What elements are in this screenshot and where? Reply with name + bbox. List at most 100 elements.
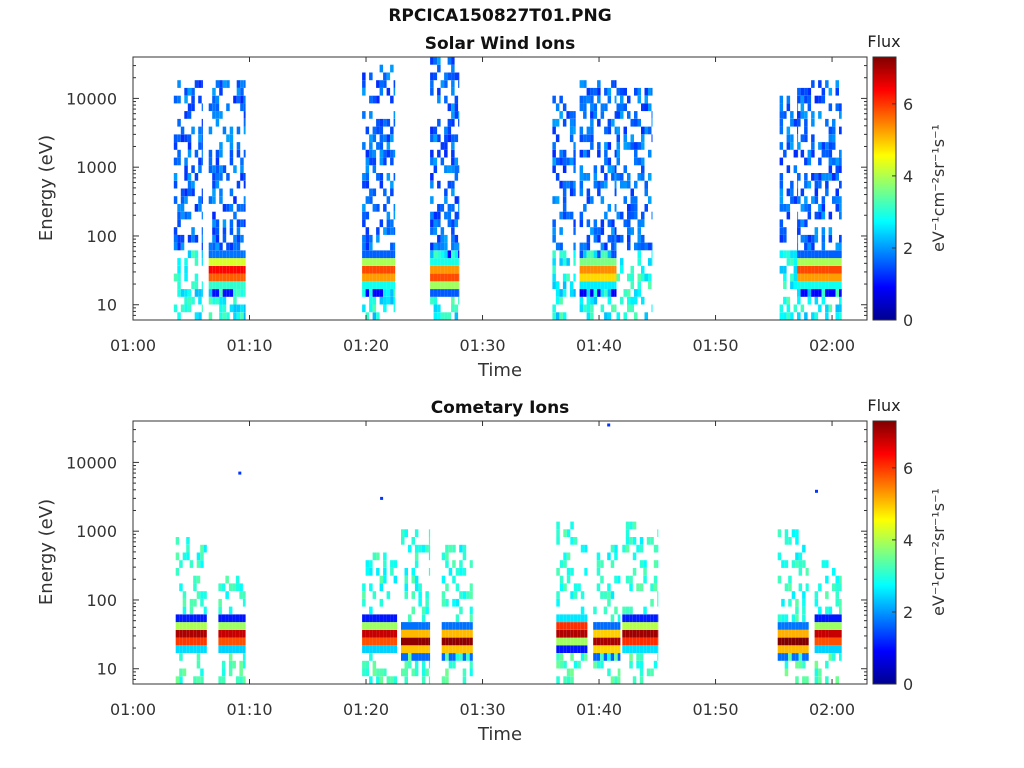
spectrogram-cell	[182, 614, 187, 623]
spectrogram-cell	[839, 111, 842, 119]
spectrogram-cell	[828, 173, 833, 181]
spectrogram-cell	[821, 622, 826, 630]
spectrogram-cell	[611, 227, 615, 235]
spectrogram-cell	[821, 258, 826, 266]
spectrogram-cell	[372, 149, 377, 158]
spectrogram-cell	[657, 544, 659, 553]
spectrogram-cell	[440, 289, 445, 297]
spectrogram-cell	[629, 622, 633, 630]
spectrogram-cell	[451, 111, 455, 119]
spectrogram-cell	[797, 258, 801, 266]
spectrogram-cell	[805, 583, 809, 592]
spectrogram-cell	[243, 258, 246, 266]
spectrogram-cell	[614, 552, 618, 561]
spectrogram-cell	[607, 258, 612, 266]
spectrogram-cell	[233, 312, 237, 320]
spectrogram-cell	[215, 149, 220, 158]
spectrogram-cell	[401, 645, 405, 653]
colorbar-unit: eV⁻¹cm⁻²sr⁻¹s⁻¹	[929, 124, 948, 252]
spectrogram-cell	[393, 204, 396, 212]
spectrogram-cell	[212, 173, 216, 181]
spectrogram-cell	[212, 180, 216, 189]
spectrogram-cell	[637, 289, 641, 297]
spectrogram-cell	[573, 614, 578, 623]
spectrogram-cell	[781, 637, 785, 646]
spectrogram-cell	[433, 219, 438, 228]
spectrogram-cell	[555, 103, 560, 112]
spectrogram-cell	[193, 637, 197, 646]
spectrogram-cell	[586, 126, 591, 135]
spectrogram-cell	[614, 676, 618, 684]
spectrogram-cell	[193, 583, 197, 592]
spectrogram-cell	[600, 289, 605, 297]
spectrogram-cell	[182, 598, 187, 607]
spectrogram-cell	[790, 273, 794, 282]
spectrogram-cell	[222, 265, 227, 274]
spectrogram-cell	[586, 134, 591, 143]
spectrogram-cell	[187, 173, 192, 181]
spectrogram-cell	[365, 180, 370, 189]
y-tick-label: 10	[97, 296, 117, 315]
spectrogram-cell	[616, 173, 620, 181]
spectrogram-cell	[797, 312, 801, 320]
spectrogram-cell	[828, 126, 833, 135]
spectrogram-cell	[430, 227, 434, 235]
spectrogram-cell	[236, 142, 241, 150]
spectrogram-cell	[814, 281, 819, 289]
spectrogram-cell	[800, 281, 805, 289]
spectrogram-cell	[208, 250, 213, 259]
spectrogram-cell	[177, 118, 181, 127]
spectrogram-cell	[828, 606, 833, 615]
spectrogram-cell	[452, 645, 456, 653]
spectrogram-cell	[835, 173, 839, 181]
spectrogram-cell	[802, 598, 806, 607]
spectrogram-cell	[632, 676, 637, 684]
spectrogram-cell	[630, 273, 634, 282]
spectrogram-cell	[604, 258, 608, 266]
spectrogram-cell	[383, 118, 387, 127]
spectrogram-cell	[182, 552, 187, 561]
spectrogram-cell	[650, 614, 654, 623]
spectrogram-cell	[414, 622, 419, 630]
spectrogram-cell	[441, 591, 446, 599]
spectrogram-cell	[603, 606, 608, 615]
spectrogram-cell	[818, 204, 822, 212]
x-axis: 01:00 01:10 01:20 01:30 01:40 01:50 02:00	[110, 57, 855, 355]
spectrogram-cell	[783, 296, 787, 305]
spectrogram-cell	[376, 629, 380, 638]
spectrogram-cell	[194, 173, 199, 181]
spectrogram-cell	[573, 537, 578, 545]
spectrogram-cell	[563, 560, 567, 568]
spectrogram-cell	[616, 234, 620, 243]
spectrogram-cell	[198, 289, 202, 297]
spectrogram-cell	[219, 242, 223, 251]
spectrogram-cell	[201, 250, 203, 259]
spectrogram-cell	[646, 637, 651, 646]
spectrogram-cell	[379, 575, 384, 584]
spectrogram-cell	[788, 575, 792, 584]
spectrogram-cell	[369, 72, 373, 81]
spectrogram-cell	[219, 149, 223, 158]
spectrogram-cell	[215, 165, 220, 173]
spectrogram-cell	[600, 660, 604, 669]
spectrogram-cell	[386, 622, 391, 630]
spectrogram-cell	[821, 560, 826, 568]
spectrogram-cell	[577, 614, 581, 623]
spectrogram-cell	[600, 273, 605, 282]
spectrogram-cell	[386, 614, 391, 623]
spectrogram-cell	[393, 258, 396, 266]
spectrogram-cell	[187, 250, 192, 259]
spectrogram-cell	[637, 142, 641, 150]
spectrogram-cell	[175, 552, 180, 561]
spectrogram-cell	[173, 273, 178, 282]
spectrogram-cell	[825, 173, 829, 181]
spectrogram-cell	[657, 560, 659, 568]
spectrogram-cell	[839, 180, 842, 189]
spectrogram-cell	[586, 304, 591, 313]
spectrogram-cell	[222, 281, 227, 289]
spectrogram-cell	[777, 575, 782, 584]
spectrogram-cell	[372, 157, 377, 166]
spectrogram-cell	[800, 111, 805, 119]
spectrogram-cell	[201, 149, 203, 158]
spectrogram-cell	[644, 103, 648, 112]
